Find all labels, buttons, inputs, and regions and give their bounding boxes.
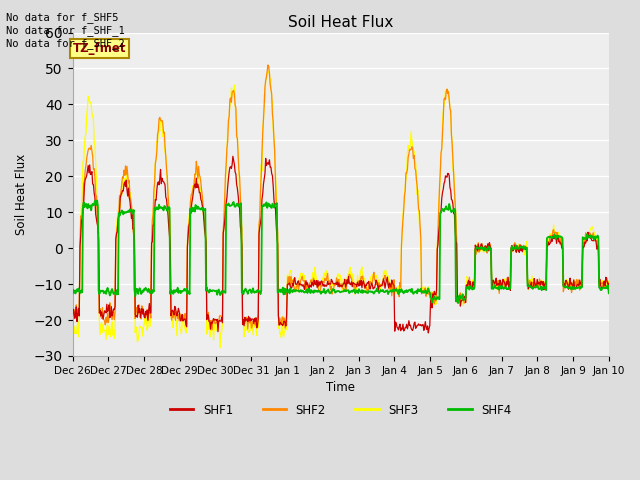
SHF2 bbox=[68, 306, 76, 312]
SHF4 bbox=[605, 290, 612, 296]
SHF2 bbox=[208, 327, 216, 333]
SHF3 bbox=[78, 189, 86, 194]
SHF4 bbox=[93, 198, 101, 204]
SHF3 bbox=[407, 129, 415, 134]
SHF3 bbox=[188, 197, 196, 203]
SHF4 bbox=[189, 208, 196, 214]
SHF2 bbox=[407, 146, 415, 152]
SHF1 bbox=[188, 199, 196, 205]
Text: TZ_fmet: TZ_fmet bbox=[72, 42, 126, 55]
SHF2 bbox=[134, 312, 141, 318]
Line: SHF3: SHF3 bbox=[72, 71, 609, 348]
X-axis label: Time: Time bbox=[326, 381, 355, 394]
SHF3 bbox=[68, 336, 76, 342]
SHF4 bbox=[78, 289, 86, 295]
SHF2 bbox=[217, 313, 225, 319]
SHF4 bbox=[422, 288, 430, 294]
SHF3 bbox=[265, 68, 273, 74]
SHF4 bbox=[454, 300, 462, 306]
SHF1 bbox=[424, 330, 432, 336]
SHF3 bbox=[423, 288, 431, 293]
SHF2 bbox=[264, 62, 272, 68]
SHF4 bbox=[134, 291, 142, 297]
SHF4 bbox=[68, 291, 76, 297]
SHF2 bbox=[423, 289, 431, 295]
SHF1 bbox=[216, 318, 224, 324]
SHF3 bbox=[216, 345, 224, 350]
Y-axis label: Soil Heat Flux: Soil Heat Flux bbox=[15, 154, 28, 235]
SHF3 bbox=[134, 339, 141, 345]
SHF4 bbox=[217, 291, 225, 297]
Line: SHF4: SHF4 bbox=[72, 201, 609, 303]
Line: SHF2: SHF2 bbox=[72, 65, 609, 330]
SHF3 bbox=[217, 330, 225, 336]
Text: No data for f_SHF_1: No data for f_SHF_1 bbox=[6, 25, 125, 36]
SHF1 bbox=[406, 322, 414, 328]
SHF2 bbox=[605, 284, 612, 290]
SHF2 bbox=[78, 205, 86, 211]
SHF1 bbox=[134, 314, 141, 320]
SHF3 bbox=[605, 278, 612, 284]
SHF1 bbox=[422, 324, 430, 330]
Title: Soil Heat Flux: Soil Heat Flux bbox=[288, 15, 394, 30]
SHF1 bbox=[78, 216, 86, 222]
Legend: SHF1, SHF2, SHF3, SHF4: SHF1, SHF2, SHF3, SHF4 bbox=[165, 399, 516, 421]
SHF1 bbox=[605, 281, 612, 287]
SHF2 bbox=[188, 192, 196, 197]
Text: No data for f_SHF_2: No data for f_SHF_2 bbox=[6, 38, 125, 49]
SHF1 bbox=[68, 314, 76, 320]
SHF1 bbox=[229, 154, 237, 159]
Line: SHF1: SHF1 bbox=[72, 156, 609, 333]
SHF4 bbox=[406, 287, 414, 292]
Text: No data for f_SHF5: No data for f_SHF5 bbox=[6, 12, 119, 23]
